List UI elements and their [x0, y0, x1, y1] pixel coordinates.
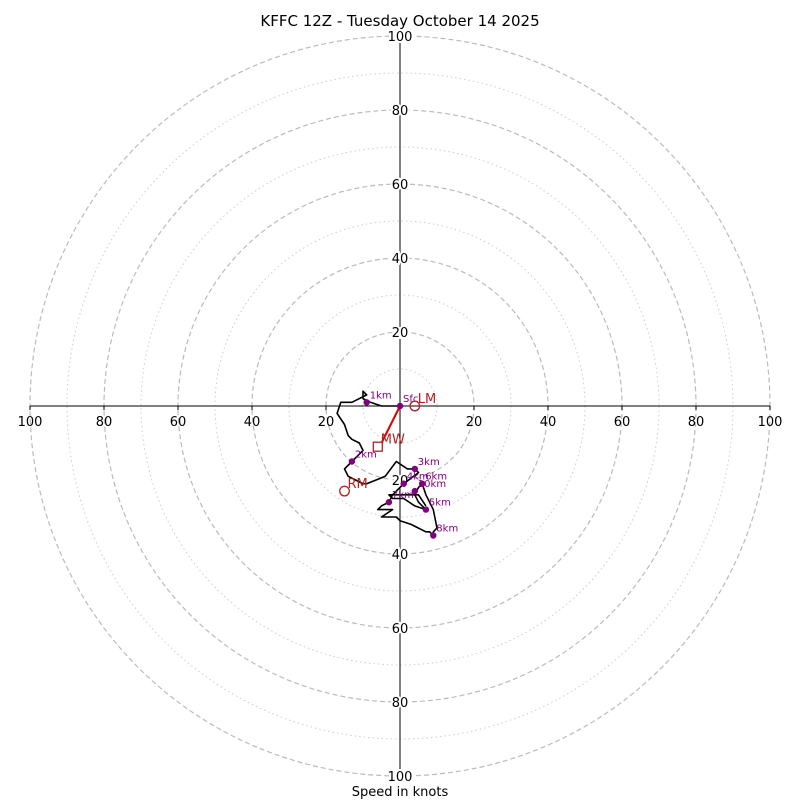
tick-label-right-40: 40	[540, 415, 557, 430]
height-point-10km	[411, 487, 418, 495]
tick-labels: 20 20 20 40 40 40 60 60 60 80 80 80 100 100 100 100 80 60…	[18, 28, 783, 787]
storm-label-lm: LM	[418, 392, 436, 407]
height-label-5km: 5km	[429, 498, 451, 509]
chart-title: KFFC 12Z - Tuesday October 14 2025	[260, 12, 539, 30]
tick-label-bottom-80: 80	[392, 696, 409, 711]
storm-motion-markers: LM MW RM	[339, 392, 436, 497]
height-point-8km	[430, 532, 437, 539]
height-label-2km: 2km	[355, 450, 377, 461]
tick-label-left-40: 40	[244, 415, 261, 430]
shear-vector	[380, 405, 401, 444]
height-label-1km: 1km	[370, 390, 392, 401]
tick-label-top-40: 40	[392, 252, 409, 267]
storm-marker-rm	[339, 485, 350, 497]
height-point-4km	[400, 480, 407, 487]
height-point-6km	[419, 480, 426, 487]
storm-marker-mw	[372, 441, 383, 452]
tick-label-right-20: 20	[466, 415, 483, 430]
tick-label-right-80: 80	[688, 415, 705, 430]
height-point-3km	[411, 465, 418, 473]
tick-label-top-60: 60	[392, 178, 409, 193]
height-point-7km	[385, 499, 393, 506]
height-label-7km: 7km	[392, 490, 414, 501]
tick-label-left-100: 100	[18, 415, 43, 430]
tick-label-top-100: 100	[388, 30, 413, 45]
tick-label-top-20: 20	[392, 326, 409, 341]
height-label-4km: 4km	[407, 472, 429, 483]
height-label-sfc: Sfc	[403, 394, 418, 405]
height-label-3km: 3km	[418, 457, 440, 468]
height-label-8km: 8km	[436, 524, 458, 535]
storm-label-rm: RM	[348, 477, 368, 492]
tick-label-bottom-40: 40	[392, 548, 409, 563]
storm-label-mw: MW	[381, 433, 405, 448]
tick-label-top-80: 80	[392, 104, 409, 119]
tick-label-left-60: 60	[170, 415, 187, 430]
tick-label-right-100: 100	[758, 415, 783, 430]
height-point-1km	[363, 399, 370, 406]
shear-vector-line	[380, 405, 401, 444]
tick-label-bottom-60: 60	[392, 622, 409, 637]
height-label-6km: 6km	[425, 472, 447, 483]
tick-label-bottom-100: 100	[388, 770, 413, 785]
x-axis-label: Speed in knots	[352, 785, 449, 800]
height-point-sfc	[396, 402, 404, 410]
height-label-10km: 10km	[418, 479, 446, 490]
height-point-5km	[422, 506, 430, 513]
height-point-2km	[348, 458, 356, 465]
tick-label-left-80: 80	[96, 415, 113, 430]
storm-marker-lm	[409, 400, 421, 412]
tick-label-left-20: 20	[318, 415, 335, 430]
height-markers: Sfc 1km 2km 3km 4km 5km 6km 7km 8km 10km	[348, 390, 458, 539]
tick-label-right-60: 60	[614, 415, 631, 430]
